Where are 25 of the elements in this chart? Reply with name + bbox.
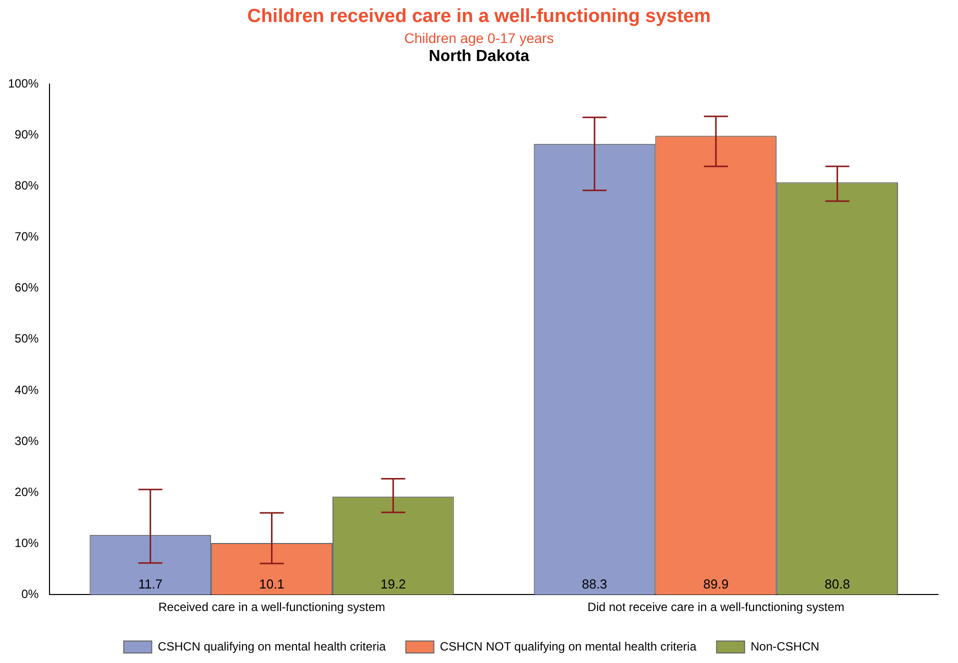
data-label: 89.9 xyxy=(703,576,729,592)
y-tick-label: 70% xyxy=(14,230,40,244)
data-label: 88.3 xyxy=(582,576,608,592)
y-tick-label: 100% xyxy=(8,76,40,91)
y-tick-label: 90% xyxy=(14,128,40,142)
x-tick-label: Did not receive care in a well-functioning system xyxy=(588,600,844,614)
text: North Dakota xyxy=(428,48,530,66)
y-tick-label: 30% xyxy=(14,434,40,448)
y-tick-label: 40% xyxy=(14,382,40,397)
data-label: 10.1 xyxy=(259,576,284,592)
legend-label: Non-CSHCN xyxy=(750,639,820,654)
y-tick-label: 60% xyxy=(14,280,40,295)
y-tick-label: 80% xyxy=(14,178,40,193)
x-tick-label: Received care in a well-functioning system xyxy=(158,600,386,614)
y-tick-label: 50% xyxy=(14,332,40,346)
data-label: 19.2 xyxy=(380,576,406,592)
data-label: 11.7 xyxy=(138,576,163,592)
y-tick-label: 0% xyxy=(21,586,40,601)
legend-label: CSHCN NOT qualifying on mental health criteria xyxy=(440,639,697,654)
legend-label: CSHCN qualifying on mental health criteria xyxy=(158,639,386,654)
chart-title: Children received care in a well-functioning system xyxy=(246,6,712,28)
chart-subtitle: Children age 0-17 years xyxy=(403,30,555,46)
y-tick-label: 20% xyxy=(14,484,40,499)
data-label: 80.8 xyxy=(824,576,850,592)
y-tick-label: 10% xyxy=(14,536,40,550)
